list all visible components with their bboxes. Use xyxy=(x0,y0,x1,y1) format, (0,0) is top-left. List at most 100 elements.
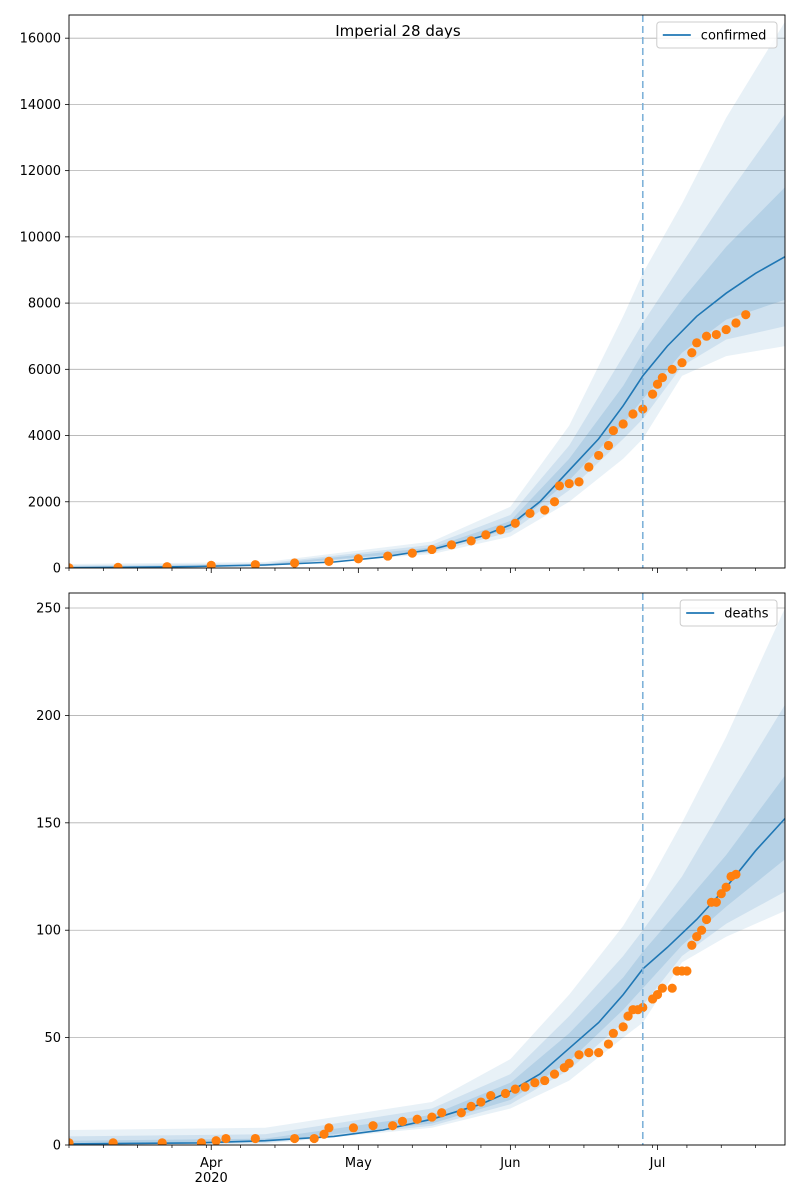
observed-point xyxy=(731,869,741,879)
uncertainty-band-outer xyxy=(69,608,785,1145)
observed-point xyxy=(618,419,628,429)
x-tick-year-label: 2020 xyxy=(195,1171,228,1186)
observed-point xyxy=(584,462,594,472)
observed-point xyxy=(211,1136,221,1145)
legend-box xyxy=(656,21,778,49)
legend-box xyxy=(679,599,778,627)
observed-point xyxy=(437,1108,447,1118)
uncertainty-band-outer xyxy=(69,21,785,568)
observed-point xyxy=(162,562,172,568)
y-tick-label: 150 xyxy=(36,816,61,831)
y-tick-label: 200 xyxy=(36,709,61,724)
observed-point xyxy=(309,1133,319,1144)
x-tick-label: Jul xyxy=(649,1156,666,1171)
observed-point xyxy=(584,1048,594,1058)
observed-point xyxy=(113,562,123,568)
y-tick-label: 0 xyxy=(53,1139,61,1154)
observed-point xyxy=(397,1116,408,1126)
y-tick-label: 16000 xyxy=(20,32,61,47)
observed-point xyxy=(657,372,667,383)
observed-point xyxy=(486,1090,496,1101)
observed-point xyxy=(667,364,677,374)
observed-point xyxy=(481,530,491,540)
observed-point xyxy=(69,1138,74,1145)
y-tick-label: 250 xyxy=(36,602,61,617)
plot-frame xyxy=(68,14,786,569)
observed-point xyxy=(687,348,697,358)
observed-point xyxy=(652,990,663,1000)
uncertainty-band-middle xyxy=(69,704,785,1145)
uncertainty-band-middle xyxy=(69,114,785,568)
legend: confirmed xyxy=(656,21,778,49)
observed-point xyxy=(412,1114,422,1124)
confirmed-chart: 0 2000 4000 6000 8000 10000 12000 14000 16000 con… xyxy=(20,14,786,577)
observed-point xyxy=(324,556,334,566)
y-tick-label: 4000 xyxy=(28,429,61,444)
observed-point xyxy=(289,558,300,568)
observed-point xyxy=(495,525,506,535)
figure-title: Imperial 28 days xyxy=(335,22,461,40)
observed-point xyxy=(608,1028,618,1038)
legend-label: confirmed xyxy=(701,29,767,44)
observed-point xyxy=(427,544,437,555)
observed-point xyxy=(677,358,687,368)
legend-label: deaths xyxy=(724,607,769,622)
observed-point xyxy=(250,1133,260,1144)
observed-point xyxy=(697,925,707,935)
observed-point xyxy=(368,1121,378,1131)
observed-point xyxy=(206,560,216,568)
observed-point xyxy=(721,882,731,892)
observed-point xyxy=(353,554,363,564)
observed-point xyxy=(530,1078,540,1088)
y-tick-label: 10000 xyxy=(20,230,61,245)
observed-point xyxy=(250,560,260,568)
model-line-confirmed xyxy=(69,256,785,568)
observed-point xyxy=(594,1048,604,1058)
observed-point xyxy=(319,1129,329,1139)
legend: deaths xyxy=(679,599,778,627)
observed-point xyxy=(446,540,457,550)
uncertainty-band-inner xyxy=(69,775,785,1145)
x-tick-label: May xyxy=(345,1156,372,1171)
observed-point xyxy=(289,1133,300,1144)
observed-point xyxy=(667,983,677,993)
observed-point xyxy=(687,940,697,950)
observed-point xyxy=(638,404,648,414)
observed-point xyxy=(549,497,560,507)
observed-point xyxy=(608,425,618,436)
observed-point xyxy=(520,1082,530,1092)
observed-point xyxy=(540,1075,550,1086)
observed-point xyxy=(540,505,550,515)
x-tick-label: Apr xyxy=(200,1156,223,1171)
observed-point xyxy=(574,1050,584,1060)
observed-point xyxy=(711,329,721,340)
observed-point xyxy=(652,379,663,389)
observed-point xyxy=(427,1112,437,1122)
observed-point xyxy=(407,548,417,558)
x-tick-label: Jun xyxy=(499,1156,520,1171)
y-tick-label: 2000 xyxy=(28,495,61,510)
observed-point xyxy=(510,1084,520,1094)
observed-point xyxy=(721,324,731,335)
observed-point xyxy=(594,450,604,461)
observed-point xyxy=(657,983,667,993)
observed-point xyxy=(603,1039,614,1049)
observed-point xyxy=(731,318,741,328)
observed-point xyxy=(466,1101,476,1111)
y-tick-label: 0 xyxy=(53,562,61,577)
observed-point xyxy=(638,1002,648,1013)
observed-point xyxy=(383,551,393,561)
observed-point xyxy=(554,481,565,491)
observed-point xyxy=(716,889,726,899)
observed-point xyxy=(692,932,702,942)
observed-point xyxy=(701,914,712,925)
y-tick-label: 100 xyxy=(36,924,61,939)
observed-point xyxy=(196,1138,207,1145)
observed-point xyxy=(618,1022,628,1032)
observed-point xyxy=(564,478,574,489)
observed-point xyxy=(221,1133,231,1144)
observed-point xyxy=(603,440,614,451)
observed-point xyxy=(108,1138,118,1145)
